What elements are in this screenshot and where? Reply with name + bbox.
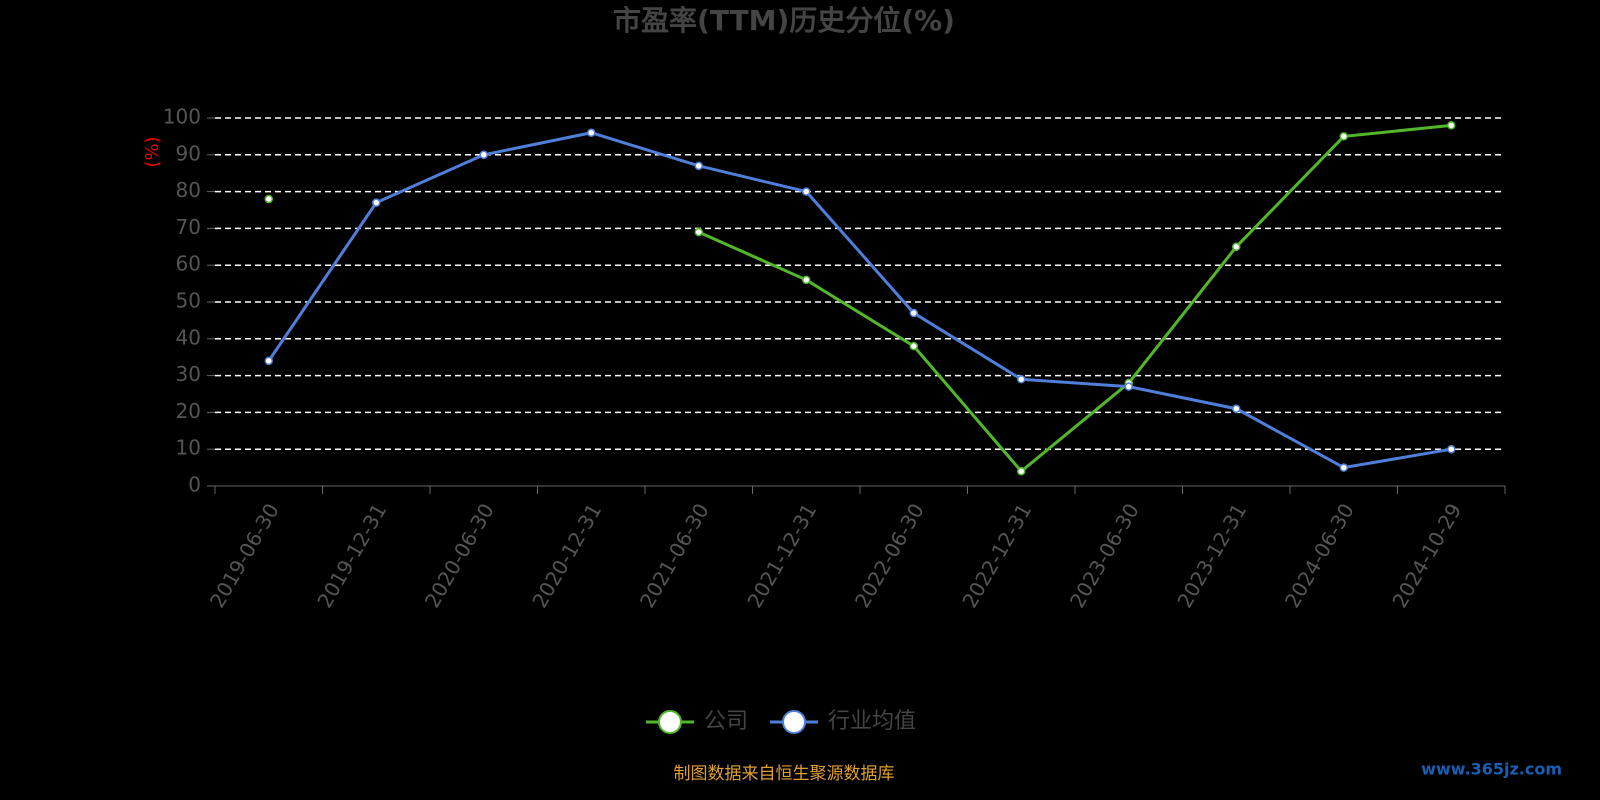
- y-tick-label: 0: [188, 473, 201, 497]
- y-tick-label: 30: [176, 362, 201, 386]
- legend-label: 公司: [704, 709, 748, 734]
- series-line: [698, 123, 1452, 474]
- data-point: [1339, 132, 1348, 141]
- x-tick-label: 2023-12-31: [1172, 499, 1251, 612]
- data-point: [264, 356, 273, 366]
- y-tick-label: 50: [176, 289, 201, 313]
- data-point: [694, 161, 703, 171]
- data-point: [1232, 242, 1241, 252]
- y-tick-label: 10: [176, 436, 201, 460]
- data-point: [1017, 375, 1026, 384]
- y-tick-label: 70: [176, 215, 201, 239]
- y-tick-label: 90: [176, 141, 201, 165]
- x-tick-label: 2021-12-31: [742, 499, 821, 612]
- y-tick-label: 20: [176, 399, 201, 423]
- data-point: [264, 194, 273, 204]
- x-tick-label: 2024-10-29: [1387, 499, 1466, 612]
- x-tick-label: 2019-12-31: [312, 499, 391, 612]
- x-tick-label: 2024-06-30: [1280, 499, 1359, 612]
- data-point: [1232, 404, 1241, 413]
- legend-marker: [658, 710, 682, 734]
- y-tick-label: 100: [163, 105, 201, 129]
- series-line: [267, 131, 1452, 470]
- y-tick-label: 40: [176, 325, 201, 349]
- data-point: [802, 187, 811, 196]
- x-tick-label: 2019-06-30: [205, 499, 284, 612]
- x-tick-label: 2022-06-30: [850, 499, 929, 612]
- x-tick-label: 2020-12-31: [527, 499, 606, 612]
- watermark: www.365jz.com: [1421, 760, 1562, 779]
- legend-label: 行业均值: [828, 709, 916, 734]
- data-point: [802, 275, 811, 285]
- data-point: [1447, 444, 1456, 454]
- x-tick-label: 2022-12-31: [957, 499, 1036, 612]
- data-point: [372, 198, 381, 207]
- x-tick-label: 2020-06-30: [420, 499, 499, 612]
- data-point: [694, 227, 703, 237]
- data-point: [909, 308, 918, 318]
- legend-marker: [782, 710, 807, 734]
- y-axis-label: (%): [142, 136, 163, 167]
- data-point: [909, 341, 918, 351]
- data-point: [1017, 467, 1026, 476]
- data-point: [1339, 463, 1348, 472]
- y-tick-label: 80: [176, 178, 201, 202]
- chart-title: 市盈率(TTM)历史分位(%): [613, 4, 955, 37]
- data-point: [1447, 121, 1456, 130]
- data-point: [479, 150, 488, 160]
- data-point: [587, 128, 596, 137]
- x-tick-label: 2023-06-30: [1065, 499, 1144, 612]
- data-point: [1124, 382, 1133, 391]
- y-tick-label: 60: [176, 252, 201, 276]
- x-tick-label: 2021-06-30: [635, 499, 714, 612]
- source-note: 制图数据来自恒生聚源数据库: [674, 764, 895, 784]
